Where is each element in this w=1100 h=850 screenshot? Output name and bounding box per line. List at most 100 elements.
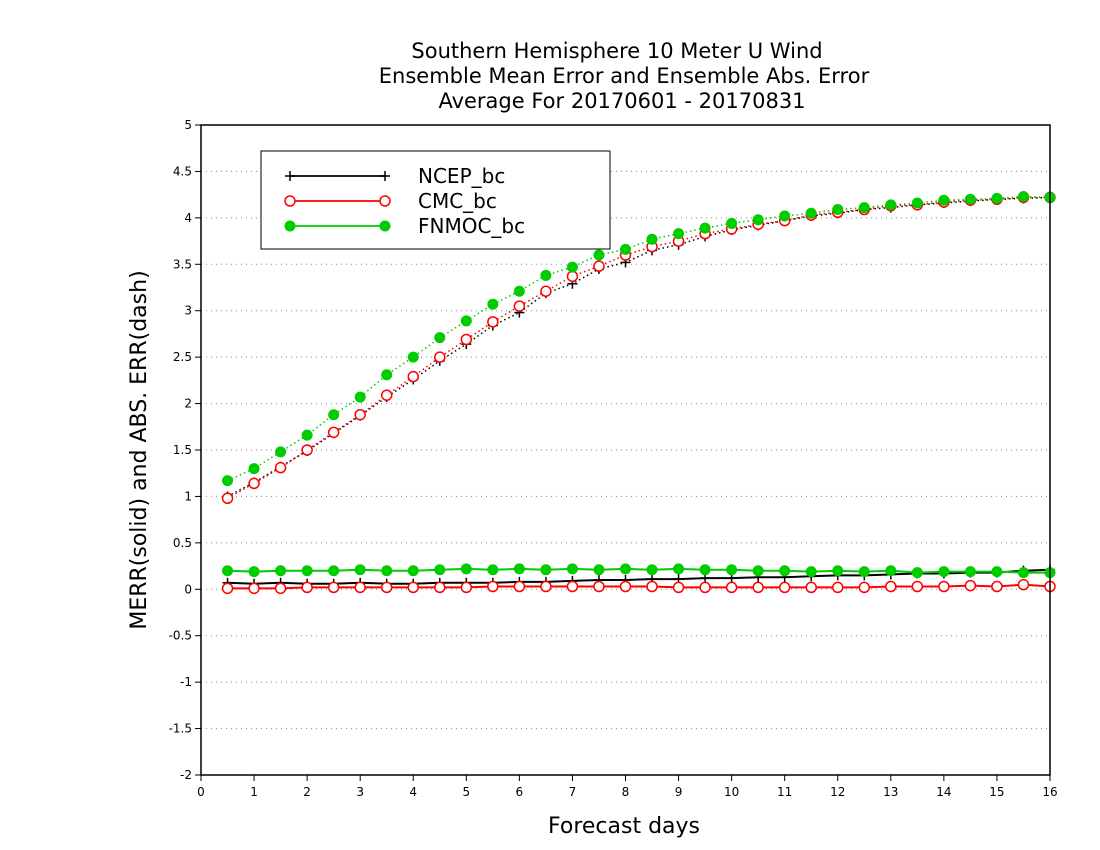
y-tick-label: -1.5 bbox=[169, 722, 192, 736]
abs-error-point bbox=[354, 408, 366, 421]
mean-error-point bbox=[805, 566, 817, 578]
abs-error-point bbox=[407, 370, 419, 383]
abs-error-point bbox=[566, 270, 579, 283]
x-tick-label: 3 bbox=[356, 785, 364, 799]
y-axis-title: MERR(solid) and ABS. ERR(dash) bbox=[127, 270, 152, 629]
mean-error-point bbox=[1017, 578, 1030, 591]
y-tick-label: 4 bbox=[184, 211, 192, 225]
legend-marker bbox=[284, 220, 296, 232]
mean-error-point bbox=[991, 566, 1003, 578]
mean-error-point bbox=[619, 580, 632, 593]
mean-error-point bbox=[248, 582, 260, 595]
legend-box bbox=[260, 150, 611, 250]
title-line-2: Ensemble Mean Error and Ensemble Abs. Er… bbox=[379, 64, 870, 88]
mean-error-point bbox=[540, 580, 552, 593]
y-tick-label: 0 bbox=[184, 582, 192, 596]
abs-error-point bbox=[248, 463, 260, 475]
mean-error-point bbox=[964, 579, 977, 592]
x-tick-label: 6 bbox=[516, 785, 524, 799]
abs-error-point bbox=[487, 316, 499, 328]
mean-error-point bbox=[752, 581, 764, 594]
legend-entry-ncep-bc: NCEP_bc bbox=[285, 164, 505, 188]
mean-error-point bbox=[248, 566, 260, 578]
x-tick-label: 10 bbox=[724, 785, 739, 799]
mean-error-point bbox=[938, 580, 950, 593]
abs-error-point bbox=[593, 260, 605, 272]
mean-error-point bbox=[672, 581, 685, 594]
mean-error-point bbox=[832, 581, 844, 594]
mean-error-point bbox=[328, 565, 340, 577]
mean-error-point bbox=[938, 566, 950, 578]
x-tick-label: 1 bbox=[250, 785, 258, 799]
y-tick-label: 0.5 bbox=[173, 536, 192, 550]
mean-error-point bbox=[487, 564, 499, 576]
abs-error-point bbox=[275, 446, 287, 458]
y-axis-ticks: -2 -1.5 -1 -0.5 0 0.5 1 1.5 2 2.5 3 3.5 4 4.5 5 bbox=[169, 118, 201, 782]
legend-label: NCEP_bc bbox=[418, 164, 505, 188]
abs-error-point bbox=[805, 207, 817, 219]
abs-error-point bbox=[513, 285, 525, 297]
abs-error-point bbox=[301, 429, 313, 441]
x-tick-label: 13 bbox=[883, 785, 898, 799]
mean-error-point bbox=[407, 581, 419, 594]
mean-error-point bbox=[593, 564, 605, 576]
abs-error-point bbox=[354, 391, 366, 403]
mean-error-point bbox=[725, 581, 738, 594]
x-axis-title: Forecast days bbox=[548, 814, 700, 839]
x-tick-label: 11 bbox=[777, 785, 792, 799]
abs-error-point bbox=[646, 233, 658, 245]
title-line-3: Average For 20170601 - 20170831 bbox=[438, 89, 805, 113]
y-tick-label: -0.5 bbox=[169, 629, 192, 643]
legend-entry-cmc-bc: CMC_bc bbox=[284, 189, 497, 213]
abs-error-point bbox=[620, 243, 631, 255]
abs-error-line bbox=[227, 195, 1051, 482]
abs-error-point bbox=[832, 204, 844, 215]
mean-error-point bbox=[407, 565, 419, 577]
title-line-1: Southern Hemisphere 10 Meter U Wind bbox=[411, 39, 822, 63]
abs-error-point bbox=[779, 210, 791, 222]
mean-error-line bbox=[227, 567, 1050, 574]
mean-error-point bbox=[460, 581, 473, 594]
mean-error-point bbox=[991, 580, 1003, 593]
mean-error-point bbox=[752, 565, 764, 577]
mean-error-point bbox=[513, 563, 525, 575]
y-tick-label: 2.5 bbox=[173, 350, 192, 364]
mean-error-point bbox=[964, 566, 976, 578]
abs-error-point bbox=[327, 426, 340, 439]
mean-error-point bbox=[778, 581, 791, 594]
abs-error-point bbox=[1017, 191, 1029, 202]
abs-error-point bbox=[540, 285, 552, 297]
abs-error-point bbox=[513, 300, 526, 312]
series-ncep-bc bbox=[222, 192, 1055, 589]
abs-error-point bbox=[274, 461, 287, 474]
abs-error-point bbox=[328, 409, 340, 421]
x-tick-label: 0 bbox=[197, 785, 205, 799]
mean-error-point bbox=[911, 567, 923, 579]
legend-entry-fnmoc-bc: FNMOC_bc bbox=[284, 214, 525, 238]
abs-error-point bbox=[487, 298, 499, 310]
chart-title: Southern Hemisphere 10 Meter U Wind Ense… bbox=[379, 39, 870, 113]
abs-error-point bbox=[540, 269, 552, 281]
abs-error-point bbox=[434, 332, 446, 344]
mean-error-point bbox=[221, 582, 234, 595]
mean-error-point bbox=[274, 582, 287, 595]
mean-error-point bbox=[779, 565, 791, 577]
x-tick-label: 7 bbox=[569, 785, 577, 799]
abs-error-point bbox=[911, 197, 923, 209]
x-tick-label: 16 bbox=[1042, 785, 1057, 799]
abs-error-point bbox=[460, 315, 472, 327]
series-layer bbox=[221, 191, 1056, 595]
legend-label: FNMOC_bc bbox=[418, 214, 525, 238]
mean-error-point bbox=[699, 581, 711, 594]
series-cmc-bc bbox=[221, 191, 1056, 595]
x-axis-ticks: 0 1 2 3 4 5 6 7 8 9 10 11 12 13 14 15 16 bbox=[197, 775, 1058, 799]
mean-error-point bbox=[380, 581, 393, 594]
x-tick-label: 15 bbox=[989, 785, 1004, 799]
abs-error-point bbox=[301, 444, 313, 456]
abs-error-point bbox=[407, 351, 419, 363]
abs-error-point bbox=[248, 477, 260, 490]
mean-error-point bbox=[487, 580, 499, 593]
mean-error-point bbox=[832, 565, 844, 577]
mean-error-point bbox=[540, 564, 552, 576]
